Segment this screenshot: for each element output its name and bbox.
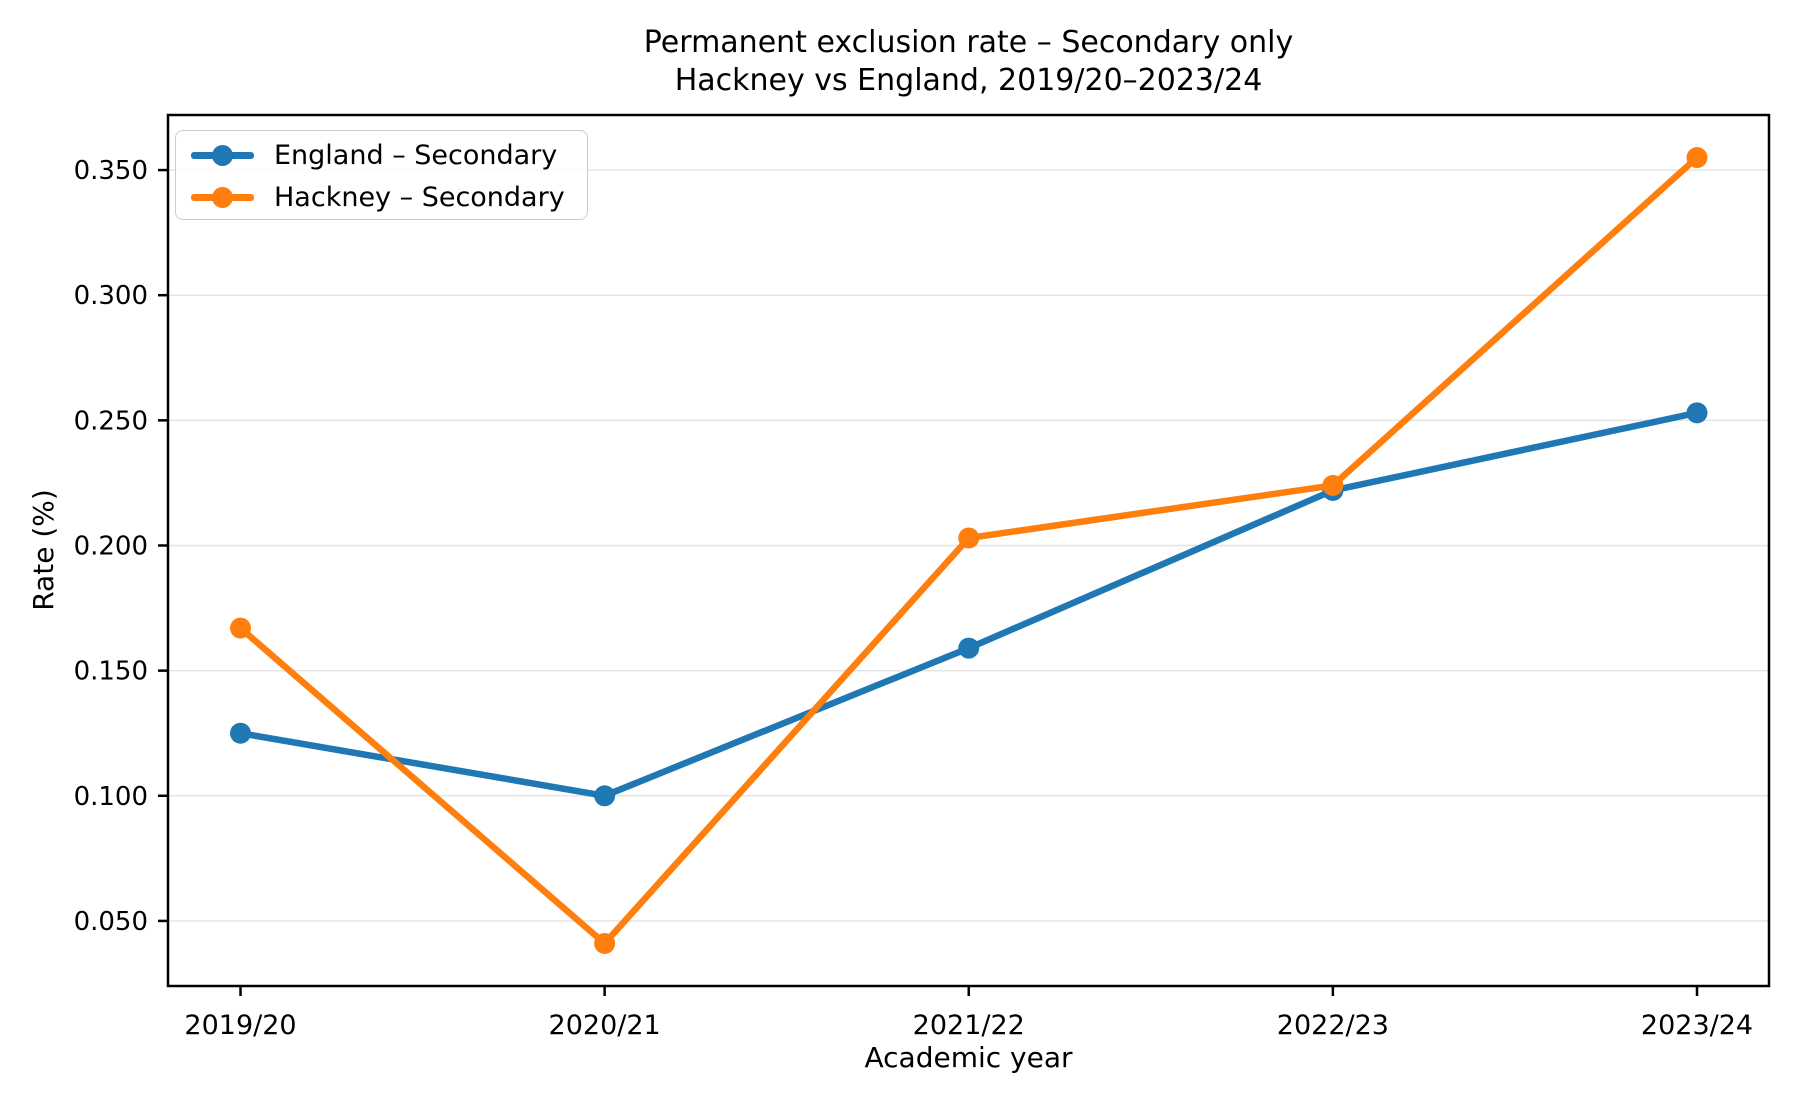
x-tick-label: 2020/21 (549, 1010, 661, 1041)
legend-sample-england (191, 144, 254, 166)
data-point-marker (1686, 402, 1708, 424)
y-tick-label: 0.150 (74, 657, 148, 687)
x-tick-label: 2021/22 (913, 1010, 1025, 1041)
data-point-marker (958, 637, 980, 659)
legend-dot-icon (212, 186, 233, 208)
legend-entry-hackney: Hackney – Secondary (176, 176, 565, 218)
y-tick-label: 0.250 (74, 406, 148, 436)
x-axis-label: Academic year (864, 1041, 1073, 1074)
legend-sample-hackney (191, 186, 254, 208)
data-point-marker (1322, 474, 1344, 496)
data-point-marker (230, 722, 251, 744)
data-point-marker (958, 527, 980, 549)
chart-title: Permanent exclusion rate – Secondary onl… (643, 25, 1294, 60)
series-line-hackney-secondary (237, 154, 1701, 947)
x-tick-label: 2023/24 (1641, 1010, 1753, 1041)
legend-dot-icon (212, 144, 233, 166)
plot-frame (166, 113, 1771, 988)
series-line-england-secondary (237, 409, 1701, 800)
y-tick-label: 0.100 (74, 782, 148, 812)
data-point-marker (594, 785, 616, 807)
legend-label-england: England – Secondary (274, 139, 558, 171)
x-tick-label: 2022/23 (1277, 1010, 1389, 1041)
data-point-marker (1686, 147, 1708, 169)
legend-entry-england: England – Secondary (176, 134, 557, 176)
y-tick-label: 0.300 (74, 281, 148, 311)
y-tick-label: 0.050 (74, 907, 148, 937)
x-tick-label: 2019/20 (184, 1010, 296, 1041)
data-point-marker (594, 932, 616, 954)
legend-label-hackney: Hackney – Secondary (274, 181, 565, 213)
y-axis-label: Rate (%) (27, 489, 60, 611)
y-tick-label: 0.200 (74, 531, 148, 561)
legend: England – Secondary Hackney – Secondary (175, 130, 588, 220)
data-point-marker (230, 617, 251, 639)
chart-subtitle: Hackney vs England, 2019/20–2023/24 (674, 63, 1263, 98)
y-tick-label: 0.350 (74, 156, 148, 186)
